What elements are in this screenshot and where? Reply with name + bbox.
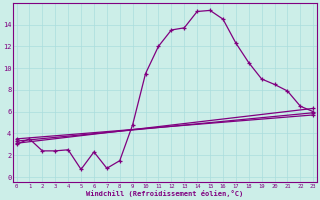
X-axis label: Windchill (Refroidissement éolien,°C): Windchill (Refroidissement éolien,°C) (86, 190, 244, 197)
